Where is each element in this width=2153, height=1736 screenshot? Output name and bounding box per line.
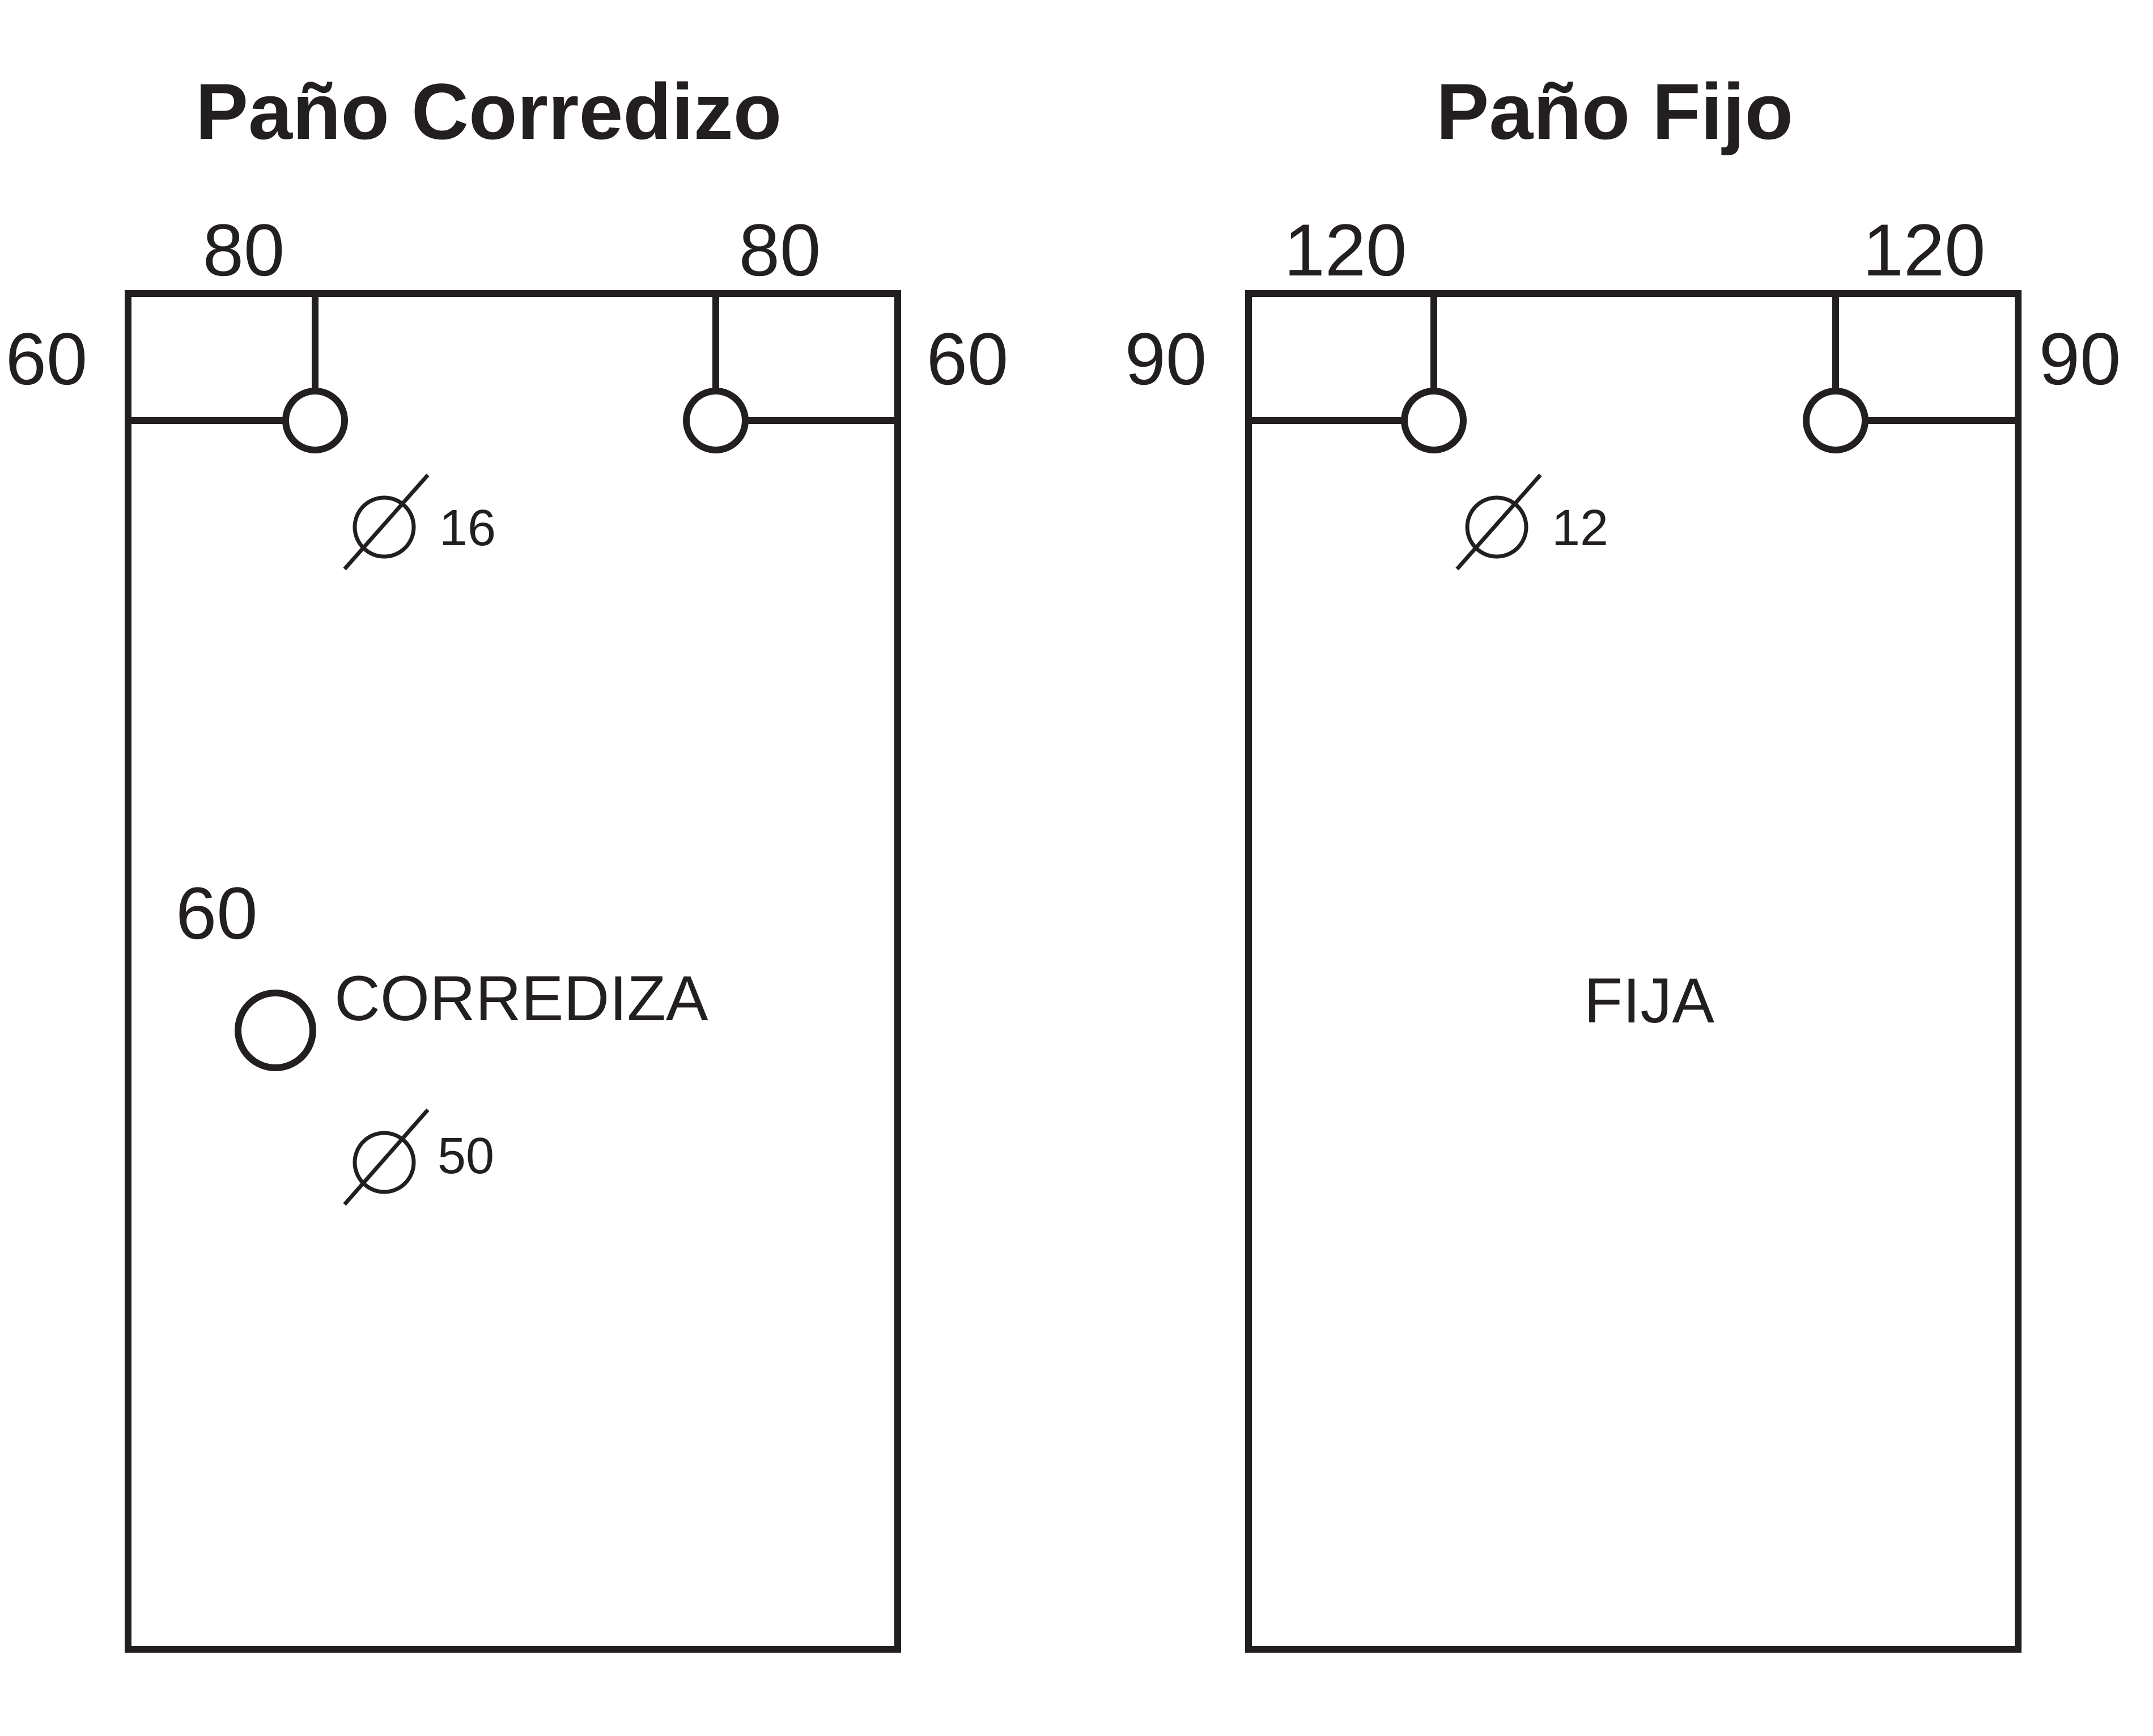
sliding-handle-offset: 60 [176, 872, 258, 954]
sliding-right-hole [683, 388, 749, 453]
diameter-symbol-icon [343, 473, 430, 571]
sliding-top-left-dimension: 80 [203, 209, 285, 291]
fixed-panel: Paño Fijo 120 120 90 90 12 FIJA [1125, 67, 2121, 1653]
fixed-top-left-dimension: 120 [1284, 209, 1407, 291]
fixed-left-hole [1401, 388, 1467, 453]
sliding-top-right-dimension: 80 [739, 209, 821, 291]
sliding-hole-diameter: 16 [439, 500, 496, 557]
sliding-right-side-dimension: 60 [927, 317, 1009, 400]
sliding-panel: Paño Corredizo 80 80 60 60 16 60 CORREDI… [6, 67, 1009, 1653]
sliding-panel-title: Paño Corredizo [196, 67, 782, 156]
sliding-handle-diameter: 50 [438, 1128, 494, 1185]
fixed-hole-diameter: 12 [1552, 500, 1608, 557]
fixed-panel-label: FIJA [1584, 965, 1715, 1036]
sliding-left-side-dimension: 60 [6, 317, 88, 400]
fixed-left-side-dimension: 90 [1125, 317, 1207, 400]
fixed-right-side-dimension: 90 [2039, 317, 2121, 400]
fixed-panel-outline [1245, 290, 2022, 1653]
sliding-panel-outline [125, 290, 901, 1653]
sliding-left-hole [282, 388, 348, 453]
sliding-handle-hole [235, 990, 316, 1071]
fixed-top-right-dimension: 120 [1863, 209, 1986, 291]
sliding-panel-label: CORREDIZA [334, 963, 708, 1034]
fixed-panel-title: Paño Fijo [1436, 67, 1793, 156]
fixed-right-hole [1803, 388, 1869, 453]
diameter-symbol-icon [343, 1108, 430, 1206]
diameter-symbol-icon [1455, 473, 1542, 571]
